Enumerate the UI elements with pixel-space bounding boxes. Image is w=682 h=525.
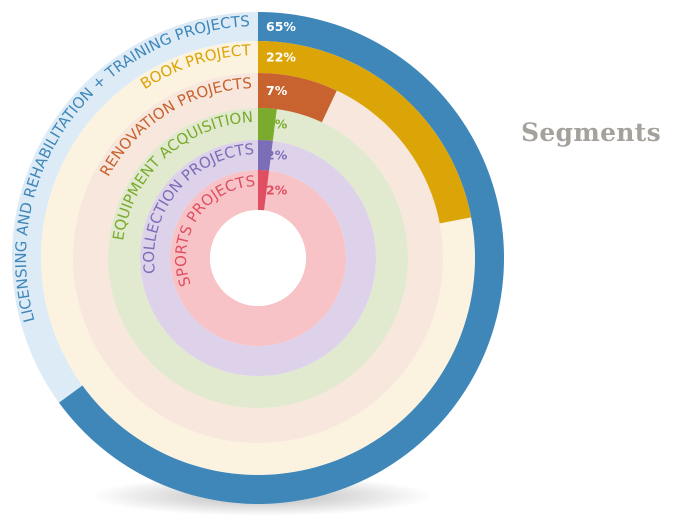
bar-book-project: [258, 41, 472, 224]
percent-label-collection-projects: 2%: [266, 148, 288, 163]
bar-equipment-acquisition: [258, 108, 277, 141]
bar-sports-projects: [258, 170, 270, 211]
chart-title: Segments: [521, 118, 661, 147]
percent-label-book-project: 22%: [266, 50, 296, 65]
percent-label-sports-projects: 2%: [266, 183, 288, 198]
bar-collection-projects: [258, 140, 273, 171]
percent-label-equipment-acquisition: 2%: [266, 117, 288, 132]
bar-renovation-projects: [258, 73, 337, 123]
percent-label-licensing-and-rehabilitation-training-projects: 65%: [266, 19, 296, 34]
percent-label-renovation-projects: 7%: [266, 83, 288, 98]
center-hole: [210, 210, 306, 306]
